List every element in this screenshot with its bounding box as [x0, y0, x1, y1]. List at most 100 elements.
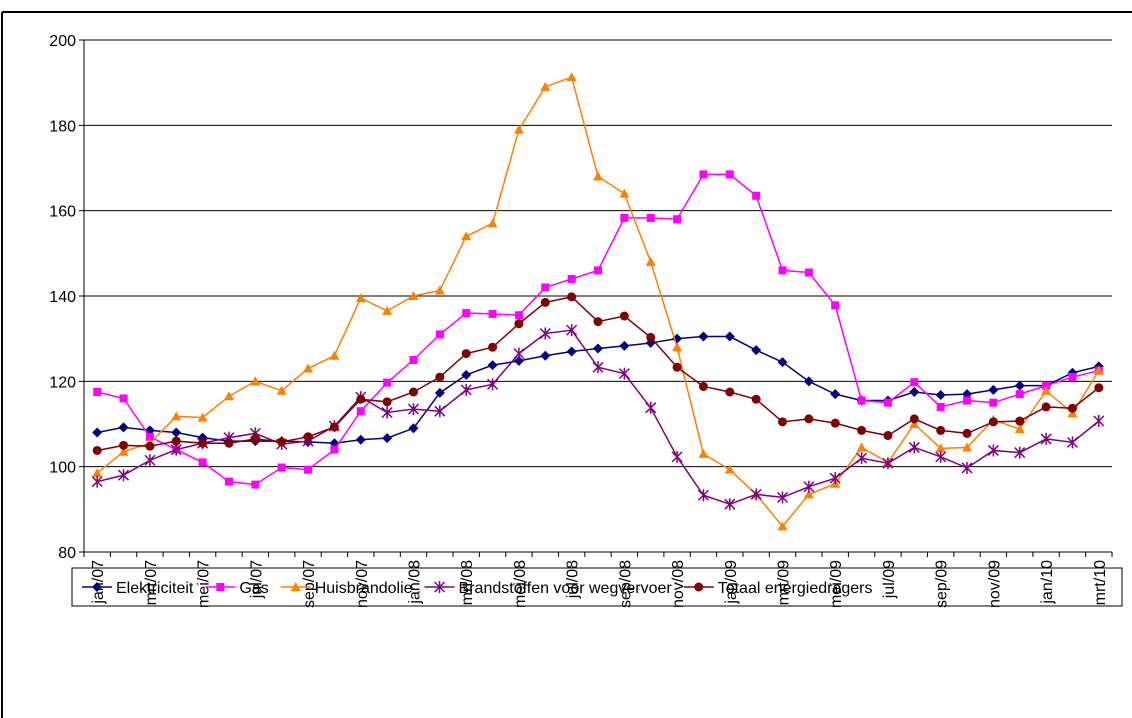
x-tick-label: mei/09	[828, 560, 845, 608]
marker	[831, 301, 840, 310]
marker	[198, 458, 207, 467]
marker	[936, 402, 945, 411]
marker	[145, 432, 154, 441]
y-tick-label: 180	[49, 118, 76, 135]
marker	[92, 582, 102, 592]
marker	[118, 446, 129, 456]
x-tick-label: mrt/10	[1092, 560, 1109, 605]
marker	[620, 213, 629, 222]
marker	[567, 274, 576, 283]
marker	[119, 440, 129, 450]
marker	[382, 305, 393, 315]
marker	[92, 445, 102, 455]
marker	[355, 293, 366, 303]
marker	[594, 266, 602, 275]
x-tick-label: jan/10	[1039, 560, 1056, 605]
marker	[883, 431, 893, 441]
marker	[1041, 402, 1051, 412]
marker	[804, 414, 814, 424]
marker	[882, 457, 894, 470]
x-tick-label: jul/09	[881, 560, 898, 599]
marker	[514, 311, 523, 320]
marker	[356, 407, 365, 416]
marker	[144, 454, 156, 467]
x-tick-label: jan/09	[723, 560, 740, 605]
marker	[592, 361, 604, 374]
marker	[619, 311, 629, 321]
marker	[908, 441, 920, 454]
marker	[962, 442, 973, 452]
marker	[857, 425, 867, 435]
marker	[567, 292, 577, 302]
marker	[303, 432, 313, 442]
marker	[461, 231, 472, 241]
marker	[408, 423, 419, 434]
marker	[963, 396, 972, 405]
x-tick-label: nov/09	[986, 560, 1003, 608]
x-tick-label: nov/08	[670, 560, 687, 608]
marker	[383, 378, 392, 387]
x-tick-label: sep/07	[301, 560, 318, 608]
marker	[698, 381, 708, 391]
marker	[566, 72, 577, 82]
marker	[356, 394, 366, 404]
y-tick-label: 120	[49, 374, 76, 391]
series-line	[97, 329, 1100, 506]
marker	[461, 349, 471, 359]
legend-label: Gas	[239, 580, 268, 597]
marker	[698, 331, 709, 342]
marker	[541, 283, 550, 292]
marker	[778, 266, 787, 275]
legend-box	[71, 567, 1123, 607]
marker	[936, 425, 946, 435]
marker	[988, 384, 999, 395]
marker	[777, 521, 788, 531]
x-tick-label: jan/07	[90, 560, 107, 605]
marker	[330, 445, 339, 454]
marker	[1067, 403, 1077, 413]
marker	[909, 414, 919, 424]
marker	[93, 388, 102, 396]
marker	[1068, 373, 1077, 382]
marker	[540, 297, 550, 307]
marker	[408, 291, 419, 300]
marker	[1093, 415, 1105, 428]
marker	[197, 412, 208, 422]
marker	[92, 427, 103, 438]
marker	[1094, 383, 1104, 393]
marker	[751, 394, 761, 404]
marker	[145, 441, 155, 451]
marker	[699, 170, 708, 179]
marker	[1014, 380, 1025, 391]
marker	[118, 469, 130, 482]
marker	[276, 385, 287, 395]
marker	[171, 436, 181, 446]
x-tick-label: mrt/08	[459, 560, 476, 605]
marker	[1040, 432, 1052, 445]
marker	[434, 581, 446, 593]
marker	[776, 491, 789, 504]
marker	[381, 406, 393, 419]
series-line	[96, 76, 1100, 528]
marker	[935, 389, 946, 400]
marker	[910, 378, 919, 387]
marker	[724, 464, 735, 474]
x-tick-label: jul/08	[565, 560, 582, 599]
marker	[935, 443, 946, 453]
marker	[566, 324, 578, 337]
marker	[92, 468, 103, 478]
marker	[724, 498, 736, 511]
marker	[290, 582, 301, 591]
x-tick-label: nov/07	[354, 560, 371, 608]
marker	[540, 350, 551, 361]
marker	[777, 357, 788, 368]
marker	[224, 438, 234, 448]
marker	[514, 319, 524, 329]
marker	[619, 340, 630, 351]
marker	[857, 396, 866, 405]
marker	[171, 427, 182, 438]
marker	[329, 422, 339, 432]
marker	[829, 472, 841, 485]
marker	[409, 356, 418, 364]
marker	[1014, 446, 1026, 459]
